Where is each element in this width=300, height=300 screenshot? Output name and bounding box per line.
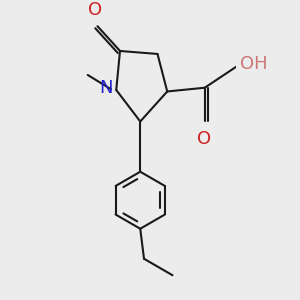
Text: N: N — [99, 80, 112, 98]
Text: O: O — [88, 1, 102, 19]
Text: OH: OH — [240, 55, 268, 73]
Text: O: O — [197, 130, 211, 148]
